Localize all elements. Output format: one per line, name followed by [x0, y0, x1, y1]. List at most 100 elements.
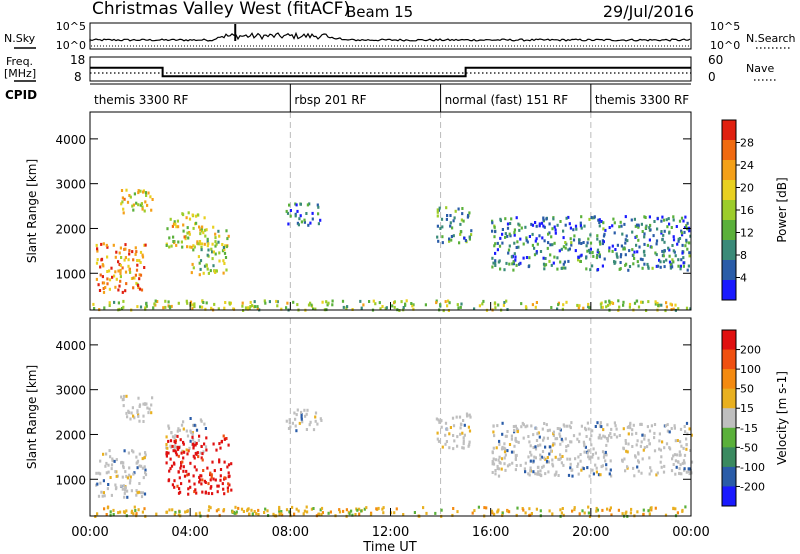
data-cell: [532, 446, 535, 449]
data-cell: [638, 245, 641, 249]
data-cell: [587, 505, 590, 509]
data-cell: [595, 466, 598, 470]
data-cell: [178, 510, 181, 514]
data-cell: [177, 301, 180, 305]
data-cell: [460, 218, 463, 222]
data-cell: [128, 268, 131, 272]
data-cell: [595, 256, 598, 260]
data-cell: [537, 431, 540, 435]
data-cell: [133, 192, 136, 196]
data-cell: [448, 237, 451, 241]
data-cell: [611, 249, 614, 253]
data-cell: [540, 221, 544, 225]
data-cell: [605, 443, 608, 447]
data-cell: [457, 207, 460, 211]
data-cell: [674, 439, 677, 443]
data-cell: [105, 471, 108, 475]
data-cell: [506, 222, 510, 226]
data-cell: [513, 428, 516, 432]
data-cell: [294, 202, 297, 206]
data-cell: [568, 424, 571, 428]
data-cell: [538, 222, 541, 226]
data-cell: [685, 470, 688, 474]
colorbar-swatch: [722, 486, 736, 507]
data-cell: [118, 251, 121, 255]
data-cell: [358, 512, 361, 516]
data-cell: [441, 241, 444, 245]
data-cell: [497, 474, 501, 478]
data-cell: [226, 489, 230, 493]
data-cell: [459, 230, 462, 234]
data-cell: [494, 306, 497, 310]
data-cell: [103, 507, 106, 511]
data-cell: [680, 216, 684, 220]
data-cell: [519, 463, 522, 467]
data-cell: [176, 429, 179, 433]
data-cell: [450, 235, 453, 238]
data-cell: [204, 234, 207, 238]
data-cell: [223, 437, 226, 441]
data-cell: [559, 442, 562, 446]
data-cell: [278, 507, 281, 511]
data-cell: [101, 275, 104, 279]
data-cell: [456, 303, 459, 307]
data-cell: [492, 446, 495, 450]
data-cell: [137, 396, 140, 400]
data-cell: [192, 444, 195, 448]
data-cell: [624, 439, 627, 442]
data-cell: [596, 237, 599, 241]
data-cell: [669, 263, 672, 267]
data-cell: [199, 242, 202, 246]
data-cell: [375, 507, 378, 511]
x-tick-label: 04:00: [171, 525, 208, 540]
data-cell: [255, 512, 258, 516]
data-cell: [562, 463, 565, 467]
data-cell: [666, 225, 669, 229]
data-cell: [285, 419, 288, 423]
data-cell: [554, 228, 557, 232]
data-cell: [263, 511, 266, 514]
data-cell: [672, 307, 675, 311]
data-cell: [655, 253, 658, 257]
data-cell: [503, 268, 506, 272]
data-cell: [124, 243, 127, 247]
data-cell: [143, 465, 146, 469]
data-cell: [128, 481, 132, 485]
data-cell: [119, 510, 122, 514]
data-cell: [350, 509, 353, 513]
data-cell: [173, 220, 176, 224]
data-cell: [241, 301, 244, 305]
data-cell: [604, 459, 607, 463]
colorbar-tick-label: 12: [740, 227, 754, 240]
data-cell: [662, 250, 665, 254]
data-cell: [402, 306, 405, 309]
data-cell: [491, 219, 494, 223]
data-cell: [629, 511, 632, 515]
data-cell: [535, 439, 539, 442]
data-cell: [606, 437, 609, 440]
data-cell: [122, 299, 125, 303]
data-cell: [628, 305, 631, 309]
data-cell: [501, 228, 504, 231]
data-cell: [437, 439, 441, 443]
data-cell: [601, 508, 604, 512]
data-cell: [530, 222, 533, 226]
data-cell: [309, 221, 312, 225]
data-cell: [608, 299, 611, 303]
data-cell: [466, 215, 469, 219]
data-cell: [598, 224, 601, 228]
data-cell: [647, 300, 650, 304]
data-cell: [468, 237, 471, 241]
data-cell: [287, 222, 290, 226]
data-cell: [515, 464, 518, 467]
data-cell: [467, 425, 470, 429]
data-cell: [107, 483, 110, 486]
data-cell: [575, 227, 578, 231]
data-cell: [503, 442, 506, 446]
data-cell: [138, 277, 141, 281]
data-cell: [577, 258, 580, 262]
data-cell: [229, 301, 232, 305]
data-cell: [304, 414, 307, 418]
data-cell: [449, 224, 452, 228]
data-cell: [642, 512, 645, 516]
